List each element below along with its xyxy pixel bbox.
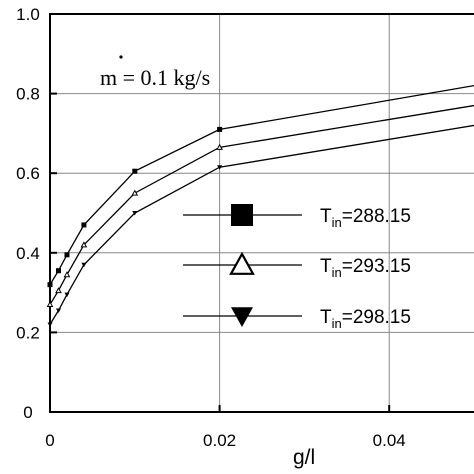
x-tick-label: 0 <box>45 431 54 450</box>
plot-frame <box>49 13 474 413</box>
legend-label: Tin=293.15 <box>320 256 411 280</box>
data-point <box>55 287 62 294</box>
data-point <box>47 322 53 327</box>
data-point <box>46 301 54 308</box>
data-point <box>131 189 139 196</box>
legend-marker <box>231 307 253 327</box>
annotation-mass-flow: m = 0.1 kg/s <box>100 65 210 90</box>
data-point <box>216 143 223 150</box>
legend-marker <box>229 251 255 275</box>
series-1 <box>47 84 474 288</box>
series-group <box>46 84 474 327</box>
y-tick-label: 0.2 <box>16 323 40 342</box>
data-point <box>132 168 138 174</box>
legend-marker <box>231 204 253 226</box>
legend-item-2: Tin=293.15 <box>183 251 411 280</box>
x-tick-label: 0.04 <box>373 431 406 450</box>
y-tick-label: 0.8 <box>16 85 40 104</box>
data-point <box>81 222 87 228</box>
legend-label: Tin=298.15 <box>320 307 411 331</box>
y-tick-label: 0 <box>23 403 32 422</box>
y-tick-label: 0.4 <box>16 244 40 263</box>
data-point <box>55 308 61 314</box>
data-point <box>55 268 61 274</box>
data-point <box>64 292 70 298</box>
axes: 0 0.2 0.4 0.6 0.8 1.0 0 0.02 0.04 <box>16 5 406 450</box>
annotation-dot <box>119 55 123 59</box>
data-point <box>217 165 223 170</box>
y-tick-label: 0.6 <box>16 164 40 183</box>
y-tick-label: 1.0 <box>16 5 40 24</box>
legend-item-3: Tin=298.15 <box>183 307 411 331</box>
x-tick-label: 0.02 <box>203 431 236 450</box>
data-point <box>81 262 87 268</box>
data-point <box>217 126 223 132</box>
legend-label: Tin=288.15 <box>320 206 411 230</box>
data-point <box>63 271 71 278</box>
data-point <box>64 252 70 258</box>
series-2 <box>46 104 474 308</box>
x-axis-title: g/l <box>293 446 315 469</box>
legend: Tin=288.15 Tin=293.15 Tin=298.15 <box>183 204 411 331</box>
legend-item-1: Tin=288.15 <box>183 204 411 230</box>
data-point <box>80 241 88 248</box>
series-3 <box>47 124 474 327</box>
data-point <box>47 282 53 288</box>
data-point <box>132 211 138 216</box>
